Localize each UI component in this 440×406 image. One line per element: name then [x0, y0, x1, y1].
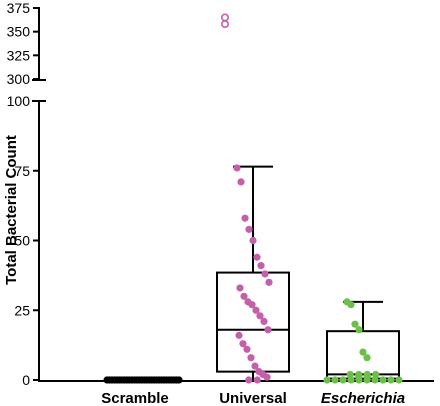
data-point-escherichia	[347, 301, 355, 309]
category-label-escherichia: Escherichia	[321, 390, 405, 406]
data-point-scramble	[175, 376, 183, 384]
data-point-escherichia	[331, 376, 339, 384]
category-label-universal: Universal	[219, 390, 287, 406]
data-point-universal	[239, 340, 247, 348]
data-point-universal	[236, 284, 244, 292]
data-point-universal	[260, 317, 268, 326]
data-point-universal	[261, 270, 269, 278]
data-point-escherichia	[395, 376, 403, 384]
data-point-universal	[245, 376, 253, 384]
data-point-escherichia	[359, 348, 367, 356]
y-axis-title: Total Bacterial Count	[3, 135, 20, 285]
category-labels: Scramble Universal Escherichia	[101, 390, 405, 406]
y-axis: 0 25 50 75 100 300 325 350 375	[7, 0, 46, 388]
data-point-escherichia	[323, 376, 331, 384]
data-point-universal	[249, 236, 257, 245]
y-tick-label: 350	[7, 24, 31, 40]
y-tick-label: 375	[7, 0, 31, 16]
data-point-universal	[235, 331, 243, 339]
data-point-escherichia	[355, 376, 363, 384]
data-point-universal	[245, 225, 253, 233]
data-point-universal	[241, 214, 249, 222]
outlier-point-universal	[221, 13, 230, 22]
data-point-universal	[248, 301, 256, 309]
y-tick-label: 0	[22, 372, 30, 388]
data-point-universal	[257, 262, 265, 270]
data-point-universal	[252, 306, 260, 314]
data-point-escherichia	[355, 326, 363, 334]
data-point-escherichia	[351, 320, 359, 328]
data-point-universal	[265, 278, 273, 286]
category-label-scramble: Scramble	[101, 390, 169, 406]
box-escherichia	[326, 330, 400, 380]
data-point-escherichia	[371, 376, 379, 384]
data-point-universal	[251, 362, 259, 370]
boxes-layer	[107, 165, 400, 382]
data-point-universal	[237, 178, 245, 186]
data-point-escherichia	[363, 376, 371, 384]
data-point-escherichia	[379, 376, 387, 384]
outlier-point-universal	[221, 20, 230, 29]
data-point-universal	[256, 312, 264, 320]
y-tick-label: 75	[14, 163, 30, 179]
data-point-escherichia	[363, 354, 371, 362]
data-point-universal	[233, 164, 241, 172]
data-point-escherichia	[347, 376, 355, 384]
data-point-universal	[264, 326, 272, 334]
data-point-universal	[240, 292, 248, 300]
y-tick-label: 325	[7, 47, 31, 63]
data-point-universal	[253, 253, 261, 261]
data-point-universal	[253, 376, 261, 384]
box-universal	[216, 271, 290, 373]
y-tick-label: 25	[14, 302, 30, 318]
data-point-escherichia	[387, 376, 395, 384]
data-point-universal	[263, 373, 271, 381]
y-tick-label: 100	[7, 93, 31, 109]
data-point-escherichia	[346, 370, 354, 379]
y-tick-label: 300	[7, 71, 31, 87]
data-point-escherichia	[372, 370, 380, 379]
data-point-universal	[247, 354, 255, 362]
data-point-escherichia	[339, 376, 347, 384]
data-point-universal	[243, 345, 251, 353]
y-tick-label: 50	[14, 233, 30, 249]
points-layer	[103, 13, 403, 384]
